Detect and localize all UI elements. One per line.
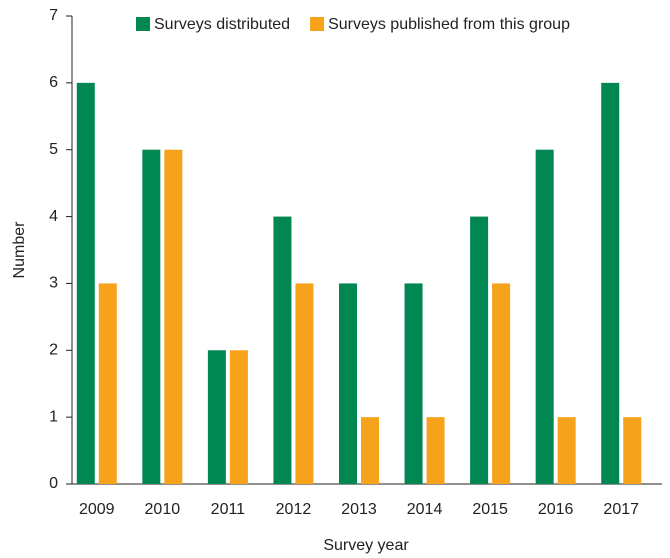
legend-swatch [136, 17, 150, 31]
bar [492, 283, 511, 484]
bar [426, 417, 445, 484]
x-tick-label: 2015 [472, 501, 508, 518]
bar [339, 283, 357, 484]
bar [229, 350, 248, 484]
bar [76, 82, 95, 484]
legend-swatch [310, 17, 325, 31]
bar [207, 350, 226, 484]
bar [295, 283, 314, 484]
x-axis-label: Survey year [323, 537, 409, 554]
bar [164, 149, 183, 484]
bar [623, 417, 642, 484]
x-tick-label: 2014 [407, 501, 443, 518]
bar [98, 283, 117, 484]
bar [601, 82, 620, 484]
x-tick-label: 2013 [341, 501, 377, 518]
bar [557, 417, 576, 484]
legend-label: Surveys published from this group [328, 16, 570, 33]
bar [535, 149, 554, 484]
x-tick-label: 2017 [603, 501, 639, 518]
y-tick-label: 7 [49, 7, 58, 24]
x-tick-label: 2016 [538, 501, 574, 518]
y-tick-label: 1 [49, 408, 58, 425]
legend-label: Surveys distributed [154, 16, 290, 33]
y-tick-label: 5 [49, 141, 58, 158]
x-tick-label: 2012 [276, 501, 312, 518]
bar [361, 417, 379, 484]
y-tick-label: 3 [49, 275, 58, 292]
y-tick-label: 4 [49, 208, 58, 225]
bar [404, 283, 423, 484]
x-tick-label: 2011 [211, 501, 246, 518]
y-axis-label: Number [11, 221, 28, 279]
bar [470, 216, 489, 485]
y-tick-label: 2 [49, 342, 58, 359]
y-tick-label: 6 [49, 74, 58, 91]
bar [273, 216, 292, 485]
bar [142, 149, 161, 484]
x-tick-label: 2010 [145, 501, 181, 518]
y-tick-label: 0 [49, 475, 58, 492]
x-tick-label: 2009 [79, 501, 115, 518]
